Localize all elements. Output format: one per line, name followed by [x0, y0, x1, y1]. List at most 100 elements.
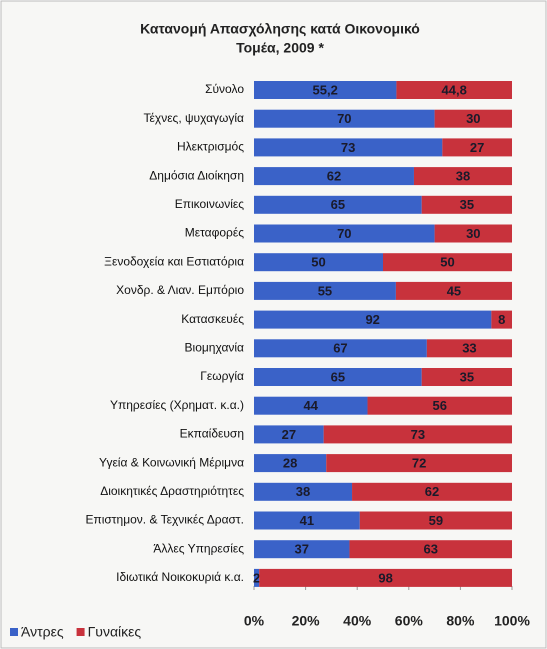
- value-label: 38: [456, 169, 470, 184]
- bar-segment: [434, 224, 512, 243]
- category-label: Βιομηχανία: [185, 340, 245, 354]
- category-label: Ηλεκτρισμός: [177, 140, 244, 154]
- bar-segment: [254, 81, 397, 99]
- bar-segment: [254, 454, 327, 473]
- category-label: Μεταφορές: [185, 226, 244, 240]
- bar-segment: [254, 138, 443, 157]
- bar-segment: [323, 425, 512, 444]
- category-label: Άλλες Υπηρεσίες: [153, 541, 244, 555]
- bar-segment: [254, 310, 492, 329]
- value-label: 70: [337, 226, 351, 241]
- value-label: 45: [447, 283, 461, 298]
- bar-segment: [383, 253, 512, 272]
- value-label: 92: [365, 312, 379, 327]
- bar-segment: [254, 396, 368, 415]
- bar-segment: [426, 339, 512, 358]
- value-label: 2: [253, 570, 260, 585]
- bar-segment: [326, 454, 512, 473]
- category-label: Ιδιωτικά Νοικοκυριά κ.α.: [116, 570, 244, 584]
- value-label: 70: [337, 111, 351, 126]
- category-label: Εκπαίδευση: [180, 427, 244, 441]
- value-label: 35: [460, 197, 474, 212]
- bar-segment: [491, 310, 512, 329]
- category-label: Υπηρεσίες (Χρηματ. κ.α.): [110, 398, 244, 412]
- bar-segment: [254, 368, 422, 386]
- bar-segment: [254, 540, 350, 559]
- value-label: 27: [282, 427, 296, 442]
- value-label: 72: [412, 456, 426, 471]
- bar-segment: [254, 511, 360, 530]
- legend-label: Άντρες: [21, 624, 64, 640]
- bar-segment: [367, 396, 512, 415]
- value-label: 63: [423, 542, 437, 557]
- value-label: 44,8: [442, 82, 467, 97]
- category-label: Επιστημον. & Τεχνικές Δραστ.: [85, 513, 244, 527]
- value-label: 38: [296, 484, 310, 499]
- bar-segment: [434, 109, 512, 128]
- value-label: 8: [498, 312, 505, 327]
- bar-segment: [254, 568, 260, 587]
- legend-label: Γυναίκες: [88, 624, 142, 640]
- x-tick-label: 60%: [395, 613, 424, 629]
- bar-segment: [254, 281, 396, 300]
- legend-swatch: [76, 628, 85, 636]
- bar-segment: [442, 138, 512, 157]
- category-label: Διοικητικές Δραστηριότητες: [100, 484, 244, 498]
- value-label: 50: [311, 255, 325, 270]
- bar-segment: [352, 482, 512, 501]
- value-label: 33: [462, 341, 476, 356]
- bar-segment: [359, 511, 512, 530]
- value-label: 30: [466, 111, 480, 126]
- category-label: Ξενοδοχεία και Εστιατόρια: [104, 254, 244, 268]
- value-label: 73: [411, 427, 425, 442]
- bar-segment: [254, 482, 353, 501]
- value-label: 59: [429, 513, 443, 528]
- value-label: 28: [283, 456, 297, 471]
- value-label: 98: [378, 570, 392, 585]
- chart-title: Κατανομή Απασχόλησης κατά Οικονομικό: [140, 21, 420, 37]
- value-label: 27: [470, 140, 484, 155]
- value-label: 73: [341, 140, 355, 155]
- bar-segment: [421, 195, 512, 214]
- bar-segment: [254, 167, 414, 186]
- bar-segment: [413, 167, 512, 186]
- bar-segment: [396, 81, 512, 99]
- category-label: Επικοινωνίες: [175, 197, 245, 211]
- value-label: 65: [331, 369, 345, 384]
- value-label: 62: [327, 169, 341, 184]
- category-label: Υγεία & Κοινωνική Μέριμνα: [99, 455, 244, 469]
- value-label: 37: [294, 542, 308, 557]
- value-label: 65: [331, 197, 345, 212]
- category-label: Τέχνες, ψυχαγωγία: [144, 111, 245, 125]
- bar-segment: [259, 568, 512, 587]
- value-label: 62: [425, 484, 439, 499]
- category-label: Δημόσια Διοίκηση: [149, 168, 244, 182]
- legend-swatch: [10, 628, 18, 636]
- bar-segment: [254, 425, 324, 444]
- value-label: 30: [466, 226, 480, 241]
- value-label: 55,2: [313, 82, 338, 97]
- x-tick-label: 40%: [343, 613, 372, 629]
- bar-segment: [254, 109, 435, 128]
- x-tick-label: 0%: [244, 613, 265, 629]
- bar-segment: [349, 540, 512, 559]
- x-tick-label: 100%: [494, 613, 530, 629]
- category-label: Σύνολο: [205, 82, 244, 96]
- value-label: 41: [300, 513, 314, 528]
- value-label: 67: [333, 341, 347, 356]
- category-label: Κατασκευές: [181, 312, 244, 326]
- value-label: 50: [440, 255, 454, 270]
- value-label: 55: [318, 283, 332, 298]
- x-tick-label: 80%: [446, 613, 475, 629]
- value-label: 44: [304, 398, 319, 413]
- bar-segment: [421, 368, 512, 386]
- bar-segment: [395, 281, 512, 300]
- category-label: Χονδρ. & Λιαν. Εμπόριο: [116, 283, 244, 297]
- value-label: 35: [460, 369, 474, 384]
- bar-segment: [254, 224, 435, 243]
- bar-segment: [254, 339, 427, 358]
- bar-segment: [254, 195, 422, 214]
- bar-segment: [254, 253, 383, 272]
- category-label: Γεωργία: [200, 369, 244, 383]
